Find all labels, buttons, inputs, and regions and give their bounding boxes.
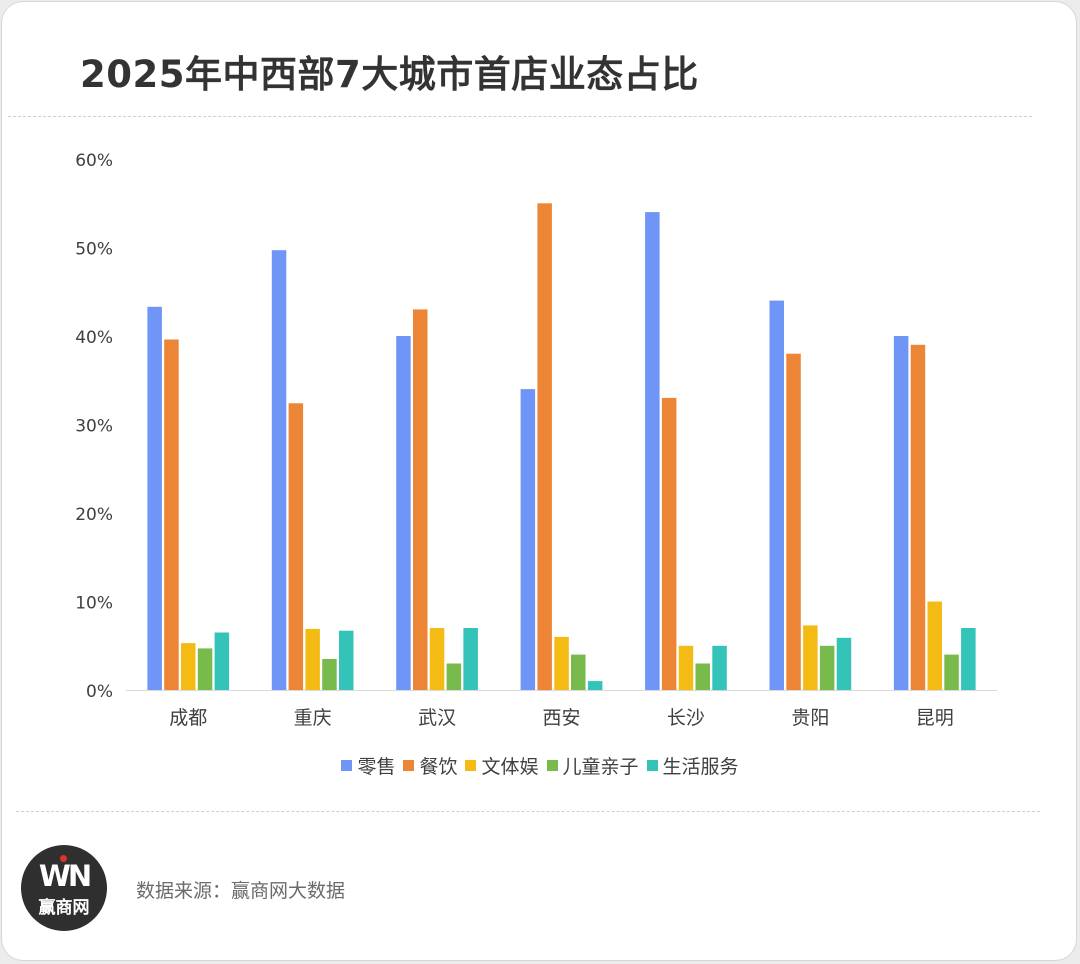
bar (305, 628, 320, 690)
x-tick-label: 重庆 (294, 707, 332, 729)
legend-item: 零售 (341, 752, 395, 779)
bar (678, 645, 694, 691)
y-tick-label: 40% (75, 328, 113, 348)
bar (446, 663, 462, 690)
legend-item: 生活服务 (646, 752, 739, 779)
bar (803, 625, 818, 690)
bar-chart: 0% 10% 20% 30% 40% 50% 60% 成都 重庆 武汉 西安 长沙 贵阳 昆明 (75, 151, 997, 729)
bar (396, 336, 411, 690)
legend-label: 文体娱 (481, 756, 539, 778)
bar (554, 636, 569, 690)
bar (961, 628, 976, 690)
logo-dot (60, 855, 67, 862)
bar (819, 645, 835, 691)
logo-name: 赢商网 (38, 898, 90, 918)
bar (645, 212, 660, 690)
bar (413, 309, 428, 690)
legend-label: 零售 (357, 756, 396, 778)
bar (695, 663, 710, 690)
bar (214, 632, 230, 690)
bar (712, 645, 727, 691)
bar (520, 389, 536, 690)
legend-swatch (546, 760, 558, 771)
legend-item: 餐饮 (403, 752, 457, 779)
legend-swatch (403, 760, 415, 771)
bar (147, 306, 162, 690)
bar (769, 300, 784, 690)
x-tick-label: 西安 (542, 707, 580, 729)
legend-item: 文体娱 (465, 752, 539, 779)
bar (271, 250, 287, 690)
bar (288, 403, 304, 690)
bar (164, 339, 179, 690)
chart-title: 2025年中西部7大城市首店业态占比 (80, 53, 699, 96)
legend-label: 儿童亲子 (562, 756, 639, 778)
legend-swatch (465, 760, 477, 771)
x-tick-label: 贵阳 (791, 707, 829, 729)
bar (786, 353, 801, 690)
brand-logo: WN 赢商网 (21, 845, 107, 931)
bar (339, 630, 354, 690)
bar (893, 336, 909, 690)
bar (181, 643, 196, 690)
x-tick-label: 长沙 (667, 707, 705, 729)
legend-label: 生活服务 (662, 756, 739, 778)
x-tick-label: 昆明 (916, 707, 954, 729)
bar (537, 203, 552, 691)
bar (836, 637, 852, 690)
bar (571, 654, 586, 690)
bar (322, 659, 337, 690)
bar (944, 654, 959, 690)
bar (429, 628, 445, 690)
y-tick-label: 50% (75, 240, 113, 260)
chart-legend: 零售 餐饮 文体娱 儿童亲子 生活服务 (2, 752, 1076, 779)
y-tick-label: 60% (75, 151, 113, 171)
y-tick-label: 20% (75, 505, 113, 525)
bar (927, 601, 942, 690)
bar (910, 344, 926, 690)
legend-item: 儿童亲子 (546, 752, 639, 779)
legend-swatch (646, 760, 658, 771)
x-tick-label: 成都 (169, 707, 207, 729)
logo-mark: WN (38, 859, 92, 893)
y-tick-label: 0% (86, 682, 113, 702)
y-tick-label: 30% (75, 417, 113, 437)
bar (587, 681, 603, 690)
y-tick-label: 10% (75, 594, 113, 614)
bar (463, 628, 478, 690)
top-divider (8, 116, 1032, 117)
bar (197, 648, 213, 690)
bar (661, 397, 677, 690)
data-source-note: 数据来源：赢商网大数据 (136, 880, 346, 902)
bottom-divider (16, 811, 1040, 812)
legend-label: 餐饮 (419, 756, 458, 778)
legend-swatch (341, 760, 353, 771)
x-tick-label: 武汉 (418, 707, 456, 729)
